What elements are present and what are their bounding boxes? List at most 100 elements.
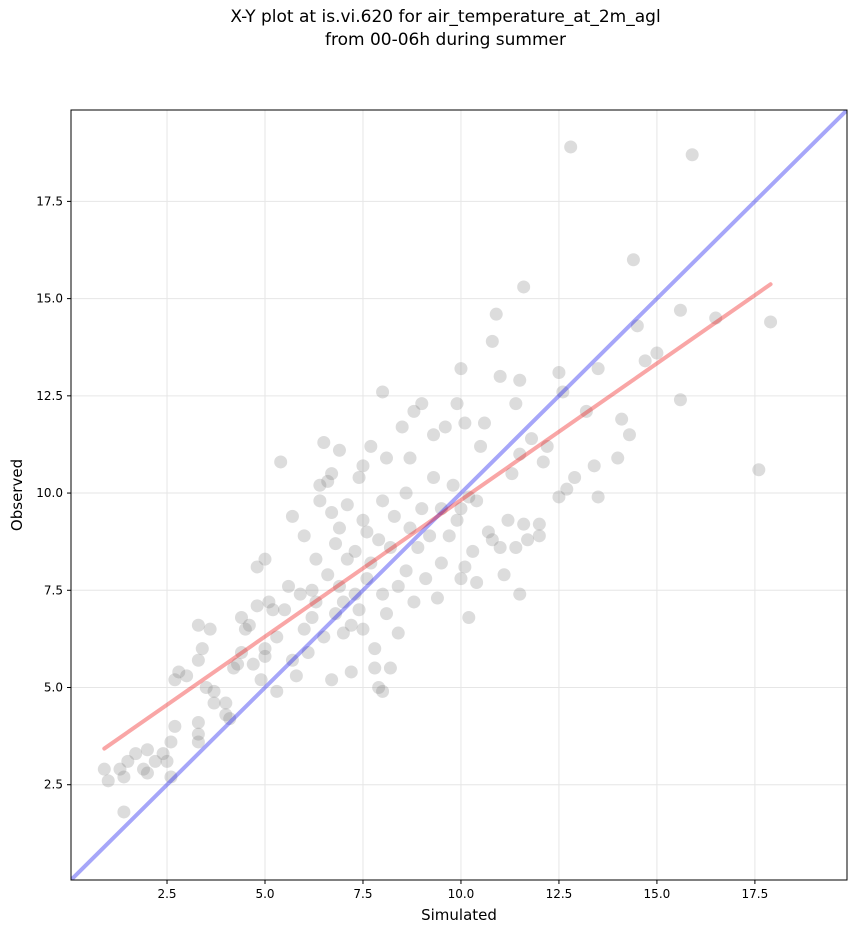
data-point xyxy=(403,451,417,465)
data-point xyxy=(293,587,307,601)
data-point xyxy=(764,315,778,329)
data-point xyxy=(305,611,319,624)
y-tick-label: 10.0 xyxy=(36,486,63,500)
data-point xyxy=(356,459,370,473)
data-point xyxy=(191,653,205,667)
data-point xyxy=(379,607,393,621)
data-point xyxy=(427,428,441,442)
data-point xyxy=(383,661,397,675)
data-point xyxy=(168,673,182,687)
data-point xyxy=(274,455,288,469)
data-point xyxy=(137,762,151,776)
data-point xyxy=(191,727,205,741)
data-point xyxy=(673,393,687,407)
data-point xyxy=(470,494,484,508)
y-tick-label: 12.5 xyxy=(36,389,63,403)
data-point xyxy=(568,471,582,484)
data-point xyxy=(752,463,766,477)
data-points xyxy=(97,140,778,819)
data-point xyxy=(474,439,488,453)
data-point xyxy=(458,560,472,574)
x-tick-label: 17.5 xyxy=(742,887,769,901)
data-point xyxy=(266,603,280,617)
data-point xyxy=(117,770,131,784)
data-point xyxy=(348,587,362,601)
data-point xyxy=(454,572,468,586)
data-point xyxy=(387,509,401,523)
data-point xyxy=(415,502,429,516)
data-point xyxy=(329,607,343,621)
data-point xyxy=(462,490,476,504)
data-point xyxy=(521,533,535,547)
data-point xyxy=(485,334,499,348)
data-point xyxy=(309,595,323,609)
data-point xyxy=(219,708,233,722)
data-point xyxy=(325,467,339,481)
data-point xyxy=(391,579,405,593)
data-point xyxy=(407,404,421,418)
data-point xyxy=(379,451,393,465)
data-point xyxy=(587,459,601,473)
data-point xyxy=(540,439,554,453)
data-point xyxy=(489,307,503,321)
data-point xyxy=(234,646,248,659)
data-point xyxy=(532,517,546,531)
data-point xyxy=(207,696,221,710)
data-point xyxy=(348,544,362,558)
data-point xyxy=(419,572,433,586)
data-point xyxy=(497,568,511,582)
data-point xyxy=(650,346,664,360)
data-point xyxy=(156,747,170,761)
x-axis-label: Simulated xyxy=(421,906,497,924)
data-point xyxy=(630,319,644,333)
data-point xyxy=(673,303,687,317)
data-point xyxy=(552,490,566,504)
data-point xyxy=(462,611,476,624)
y-tick-label: 2.5 xyxy=(44,778,63,792)
data-point xyxy=(626,253,640,267)
data-point xyxy=(258,642,272,656)
x-tick-label: 10.0 xyxy=(448,887,475,901)
y-axis-label: Observed xyxy=(8,459,26,531)
fit-lines xyxy=(71,110,847,880)
data-point xyxy=(466,544,480,558)
data-point xyxy=(477,416,491,430)
data-point xyxy=(376,684,390,698)
data-point xyxy=(560,482,574,496)
chart-subtitle: from 00-06h during summer xyxy=(325,30,566,50)
data-point xyxy=(301,646,315,659)
data-point xyxy=(246,657,260,671)
data-point xyxy=(372,681,386,694)
data-point xyxy=(340,498,354,512)
data-point xyxy=(364,556,378,570)
data-point xyxy=(564,140,578,154)
x-tick-label: 2.5 xyxy=(157,887,176,901)
data-point xyxy=(140,766,154,780)
data-point xyxy=(356,622,370,636)
regression-line xyxy=(102,282,773,751)
data-point xyxy=(219,696,233,710)
data-point xyxy=(313,478,327,492)
data-point xyxy=(344,618,358,632)
data-point xyxy=(344,665,358,679)
data-point xyxy=(579,404,593,418)
x-tick-label: 15.0 xyxy=(644,887,671,901)
data-point xyxy=(325,506,339,519)
data-point xyxy=(325,673,339,687)
data-point xyxy=(493,369,507,383)
data-point xyxy=(611,451,625,465)
data-point xyxy=(191,618,205,632)
data-point xyxy=(501,513,515,527)
data-point xyxy=(442,529,456,543)
data-point xyxy=(321,568,335,582)
data-point xyxy=(234,611,248,624)
data-point xyxy=(97,762,111,776)
data-point xyxy=(434,502,448,516)
data-point xyxy=(160,754,174,768)
data-point xyxy=(309,552,323,566)
data-point xyxy=(238,622,252,636)
data-point xyxy=(591,490,605,504)
data-point xyxy=(336,595,350,609)
data-point xyxy=(458,416,472,430)
